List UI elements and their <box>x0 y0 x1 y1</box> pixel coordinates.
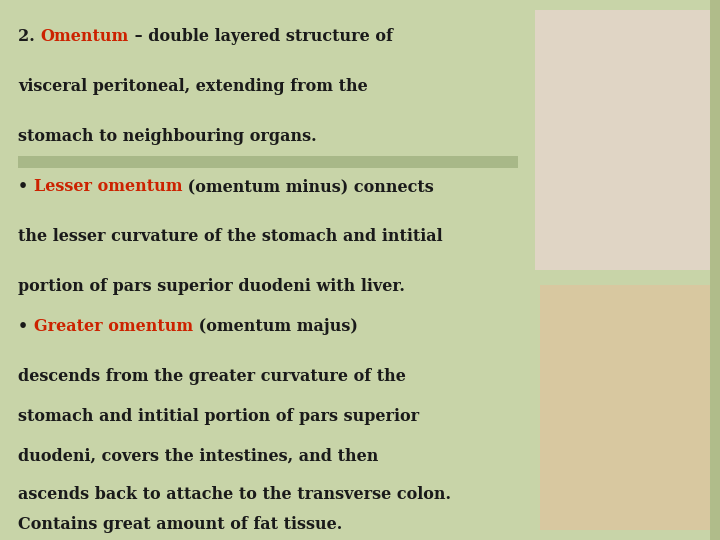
Text: portion of pars superior duodeni with liver.: portion of pars superior duodeni with li… <box>18 278 405 295</box>
Text: (omentum majus): (omentum majus) <box>193 318 358 335</box>
Text: the lesser curvature of the stomach and intitial: the lesser curvature of the stomach and … <box>18 228 443 245</box>
Text: descends from the greater curvature of the: descends from the greater curvature of t… <box>18 368 406 385</box>
Text: visceral peritoneal, extending from the: visceral peritoneal, extending from the <box>18 78 368 95</box>
Text: duodeni, covers the intestines, and then: duodeni, covers the intestines, and then <box>18 448 379 465</box>
Text: •: • <box>18 318 34 335</box>
Text: ascends back to attache to the transverse colon.: ascends back to attache to the transvers… <box>18 486 451 503</box>
Text: stomach and intitial portion of pars superior: stomach and intitial portion of pars sup… <box>18 408 419 425</box>
Bar <box>535 10 710 270</box>
Text: Greater omentum: Greater omentum <box>34 318 193 335</box>
Text: – double layered structure of: – double layered structure of <box>129 28 392 45</box>
Bar <box>710 0 720 540</box>
Bar <box>540 285 710 530</box>
Text: 2.: 2. <box>18 28 40 45</box>
Text: Omentum: Omentum <box>40 28 129 45</box>
Text: (omentum minus) connects: (omentum minus) connects <box>182 178 434 195</box>
Text: •: • <box>18 178 34 195</box>
Bar <box>18 156 518 168</box>
Text: Contains great amount of fat tissue.: Contains great amount of fat tissue. <box>18 516 342 533</box>
Text: Lesser omentum: Lesser omentum <box>34 178 182 195</box>
Text: stomach to neighbouring organs.: stomach to neighbouring organs. <box>18 128 317 145</box>
